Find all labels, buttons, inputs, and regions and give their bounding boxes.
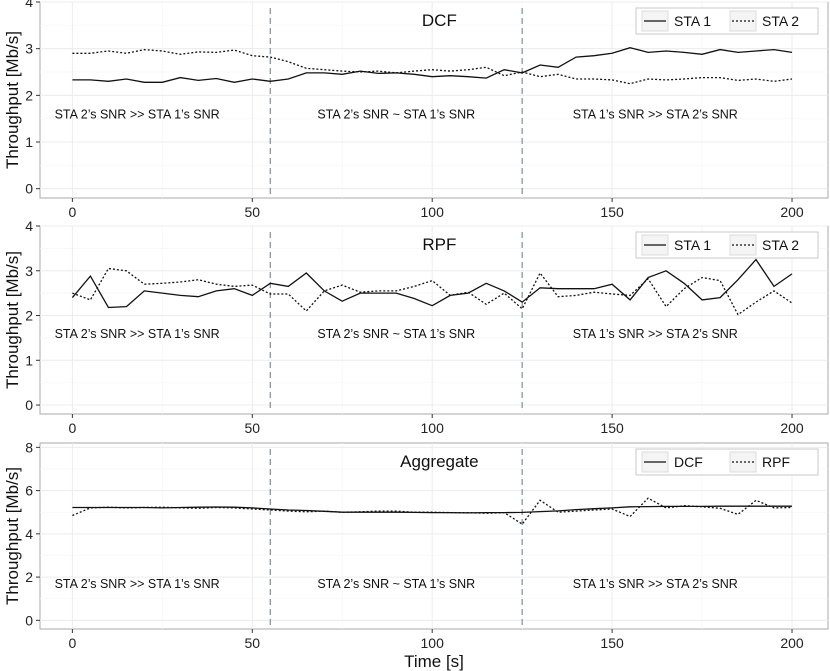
x-tick-label: 150 xyxy=(600,420,624,436)
legend-label: RPF xyxy=(762,454,790,470)
series-line-sta-2 xyxy=(72,267,793,316)
legend-label: STA 1 xyxy=(674,13,711,29)
region-label: STA 2’s SNR ~ STA 1’s SNR xyxy=(317,327,475,341)
series-line-sta-2 xyxy=(72,48,793,85)
region-label: STA 1’s SNR >> STA 2’s SNR xyxy=(573,577,738,591)
aggregate-y-axis-label: Throughput [Mb/s] xyxy=(3,467,22,605)
dcf-legend: STA 1 STA 2 xyxy=(635,7,819,35)
x-axis-label: Time [s] xyxy=(404,652,464,671)
series-line-sta-1 xyxy=(71,258,793,309)
y-tick-label: 0 xyxy=(25,181,33,197)
x-tick-label: 100 xyxy=(421,420,445,436)
legend-key xyxy=(729,10,757,32)
legend-label: STA 2 xyxy=(762,13,799,29)
legend-key xyxy=(729,451,757,473)
aggregate-panel-title: Aggregate xyxy=(400,452,478,471)
y-tick-label: 6 xyxy=(25,483,33,499)
legend-label: STA 2 xyxy=(762,237,799,253)
rpf-panel-title: RPF xyxy=(422,235,456,254)
x-tick-label: 0 xyxy=(68,420,76,436)
y-tick-label: 1 xyxy=(25,134,33,150)
y-tick-label: 0 xyxy=(25,612,33,628)
y-tick-label: 4 xyxy=(25,526,33,542)
aggregate-legend: DCF RPF xyxy=(635,448,819,476)
series-line-sta-1 xyxy=(72,47,793,83)
rpf-legend: STA 1 STA 2 xyxy=(635,231,819,259)
region-label: STA 1’s SNR >> STA 2’s SNR xyxy=(573,327,738,341)
region-label: STA 2’s SNR ~ STA 1’s SNR xyxy=(317,577,475,591)
y-tick-label: 4 xyxy=(25,0,33,10)
legend-label: STA 1 xyxy=(674,237,711,253)
y-tick-label: 8 xyxy=(25,439,33,455)
y-tick-label: 1 xyxy=(25,352,33,368)
x-tick-label: 50 xyxy=(245,635,261,651)
y-tick-label: 4 xyxy=(25,218,33,234)
y-tick-label: 2 xyxy=(25,87,33,103)
x-tick-label: 50 xyxy=(245,204,261,220)
x-tick-label: 0 xyxy=(68,204,76,220)
x-tick-label: 0 xyxy=(68,635,76,651)
region-label: STA 2’s SNR >> STA 1’s SNR xyxy=(55,327,220,341)
x-tick-label: 200 xyxy=(780,635,804,651)
region-label: STA 2’s SNR ~ STA 1’s SNR xyxy=(317,108,475,122)
region-label: STA 2’s SNR >> STA 1’s SNR xyxy=(55,108,220,122)
dcf-y-axis-label: Throughput [Mb/s] xyxy=(3,31,22,169)
legend-label: DCF xyxy=(674,454,703,470)
x-tick-label: 100 xyxy=(421,204,445,220)
region-label: STA 2’s SNR >> STA 1’s SNR xyxy=(55,577,220,591)
x-tick-label: 50 xyxy=(245,420,261,436)
rpf-panel: 0 50 100 150 200 0 1 2 3 4 Throughput [Mb/s] STA 2’… xyxy=(3,218,829,436)
y-tick-label: 2 xyxy=(25,308,33,324)
y-tick-label: 3 xyxy=(25,263,33,279)
series-line-rpf xyxy=(72,497,793,525)
rpf-y-axis-label: Throughput [Mb/s] xyxy=(3,251,22,389)
y-tick-label: 3 xyxy=(25,41,33,57)
x-tick-label: 150 xyxy=(600,204,624,220)
x-tick-label: 150 xyxy=(600,635,624,651)
x-tick-label: 200 xyxy=(780,204,804,220)
y-tick-label: 0 xyxy=(25,397,33,413)
region-label: STA 1’s SNR >> STA 2’s SNR xyxy=(573,108,738,122)
y-tick-label: 2 xyxy=(25,569,33,585)
dcf-panel-title: DCF xyxy=(422,11,457,30)
legend-key xyxy=(729,234,757,256)
dcf-panel: 0 50 100 150 200 0 1 2 3 4 Throughput [Mb/s] STA 2’… xyxy=(3,0,829,220)
x-tick-label: 200 xyxy=(780,420,804,436)
x-tick-label: 100 xyxy=(421,635,445,651)
